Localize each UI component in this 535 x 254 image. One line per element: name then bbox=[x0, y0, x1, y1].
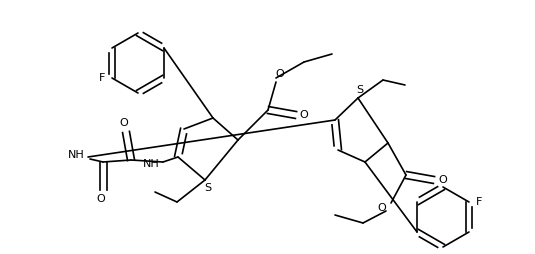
Text: F: F bbox=[99, 73, 105, 83]
Text: O: O bbox=[97, 194, 105, 204]
Text: O: O bbox=[276, 69, 285, 79]
Text: F: F bbox=[476, 197, 482, 207]
Text: NH: NH bbox=[67, 150, 85, 160]
Text: NH: NH bbox=[143, 159, 159, 169]
Text: O: O bbox=[120, 118, 128, 128]
Text: S: S bbox=[356, 85, 364, 95]
Text: O: O bbox=[300, 110, 308, 120]
Text: O: O bbox=[439, 175, 447, 185]
Text: S: S bbox=[204, 183, 211, 193]
Text: O: O bbox=[378, 203, 386, 213]
